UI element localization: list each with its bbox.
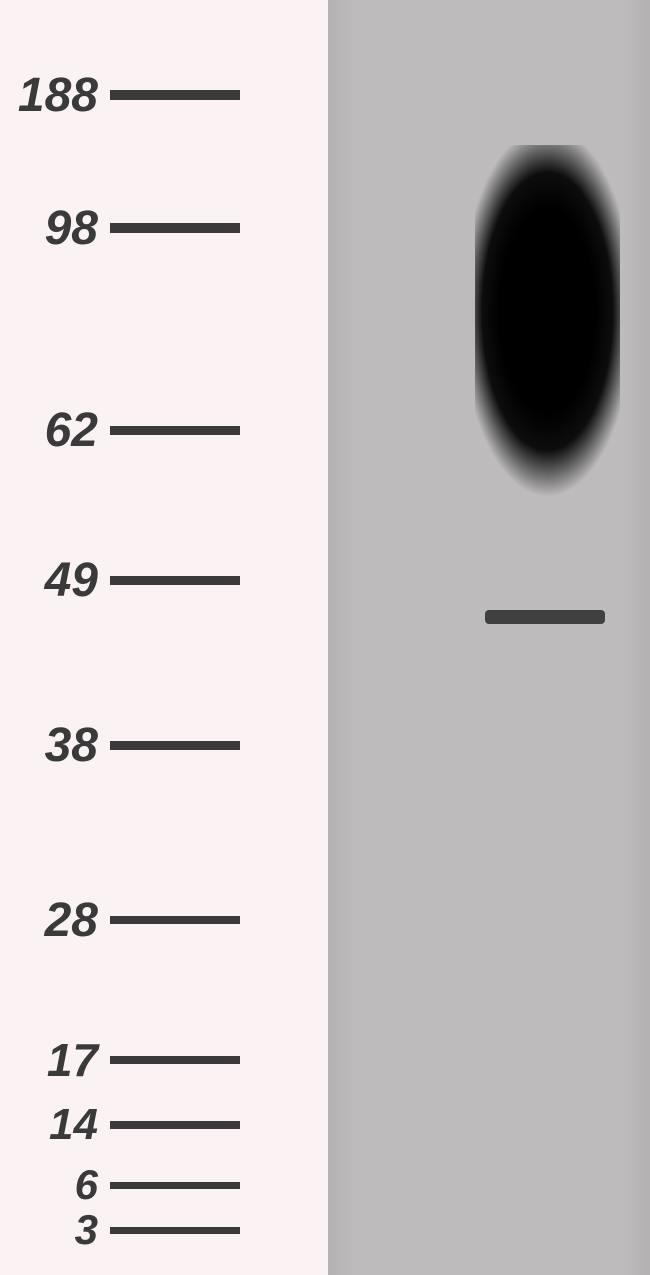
marker-row: 14	[0, 1103, 328, 1147]
blot-band	[485, 610, 605, 624]
marker-line	[110, 1056, 240, 1064]
marker-label: 14	[0, 1100, 110, 1150]
marker-row: 98	[0, 204, 328, 252]
marker-line	[110, 1121, 240, 1129]
marker-row: 62	[0, 406, 328, 454]
marker-line	[110, 1227, 240, 1234]
marker-label: 49	[0, 553, 110, 608]
marker-label: 3	[0, 1206, 110, 1254]
marker-line	[110, 223, 240, 233]
marker-label: 17	[0, 1033, 110, 1087]
marker-line	[110, 576, 240, 585]
marker-row: 17	[0, 1037, 328, 1083]
marker-row: 28	[0, 896, 328, 944]
marker-row: 3	[0, 1209, 328, 1251]
marker-row: 188	[0, 71, 328, 119]
marker-line	[110, 1182, 240, 1189]
marker-line	[110, 90, 240, 100]
blot-panel	[328, 0, 650, 1275]
marker-line	[110, 741, 240, 750]
marker-line	[110, 426, 240, 435]
ladder-panel: 188 98 62 49 38 28 17 14 63	[0, 0, 328, 1275]
marker-row: 38	[0, 721, 328, 769]
marker-label: 98	[0, 201, 110, 256]
blot-band	[475, 145, 620, 515]
marker-row: 49	[0, 556, 328, 604]
marker-label: 28	[0, 893, 110, 948]
marker-label: 6	[0, 1161, 110, 1209]
marker-label: 38	[0, 718, 110, 773]
marker-line	[110, 916, 240, 924]
marker-label: 62	[0, 403, 110, 458]
marker-row: 6	[0, 1164, 328, 1206]
marker-label: 188	[0, 68, 110, 123]
